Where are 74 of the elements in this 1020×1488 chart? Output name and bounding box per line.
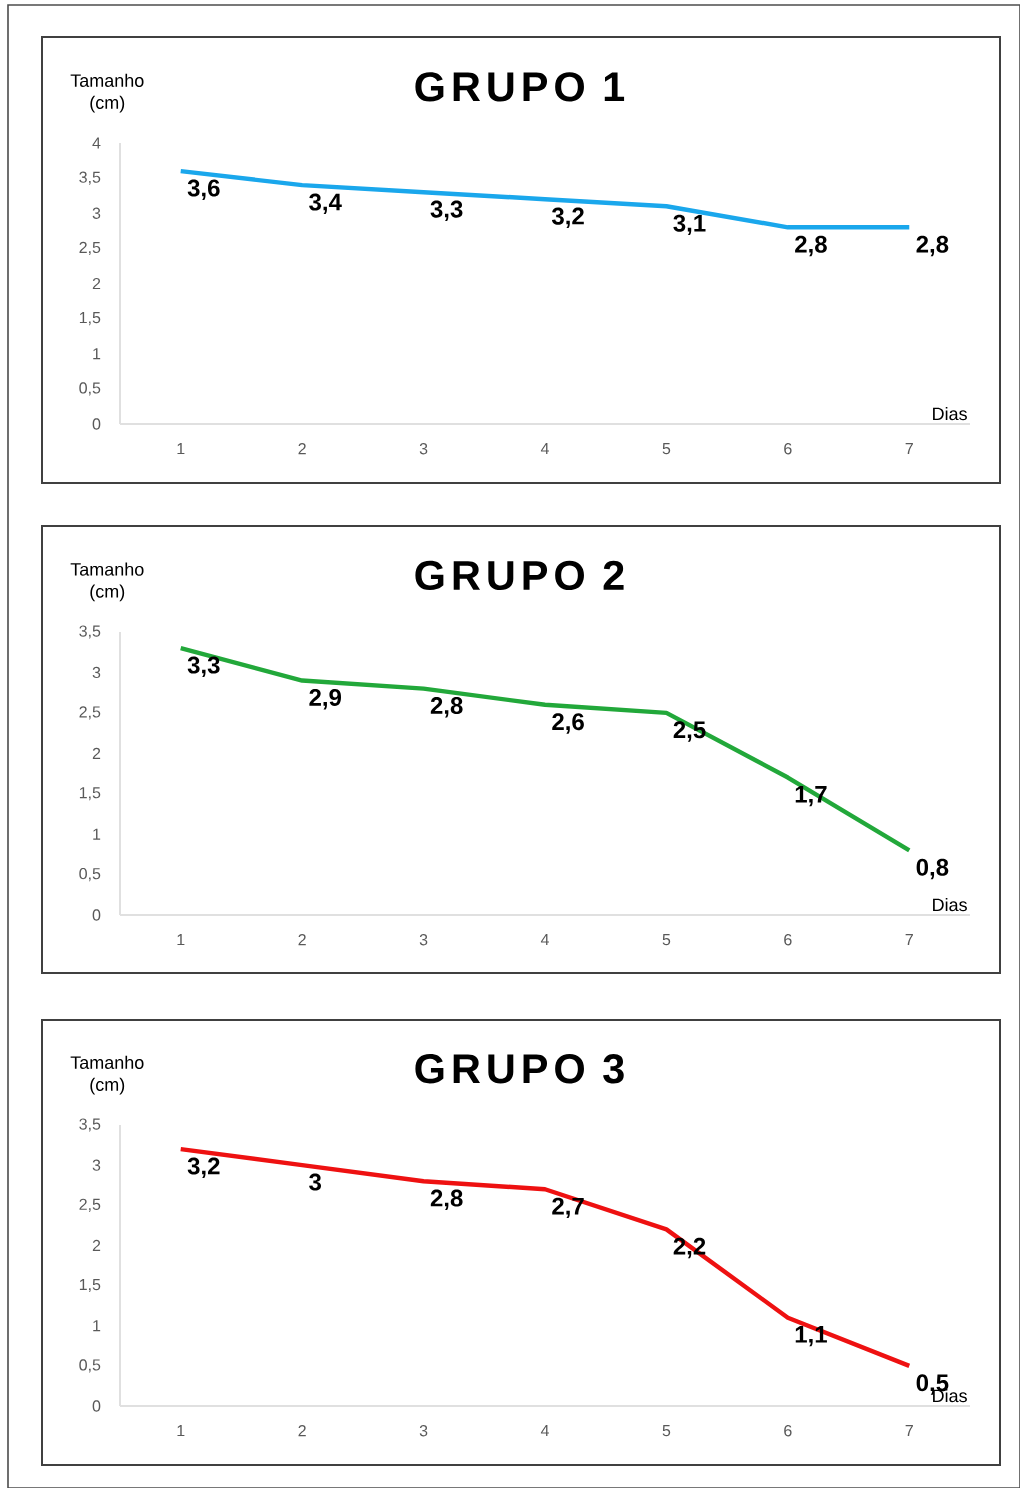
- data-label: 2,8: [430, 1189, 463, 1211]
- y-axis-title: Tamanho (cm): [70, 73, 144, 113]
- line-series: [178, 1146, 912, 1369]
- y-tick-label: 2,5: [79, 241, 101, 255]
- x-tick-label: 3: [419, 443, 428, 455]
- data-label: 2,8: [430, 697, 463, 718]
- x-tick-label: 6: [784, 443, 792, 455]
- x-tick-label: 5: [662, 443, 671, 455]
- x-tick-label: 2: [298, 934, 306, 946]
- chart-title: GRUPO 1: [415, 72, 625, 102]
- data-label: 2,6: [552, 713, 584, 734]
- y-tick-label: 0: [92, 909, 101, 921]
- data-label: 2,5: [673, 721, 706, 742]
- y-tick-label: 3,5: [79, 1118, 101, 1132]
- data-label: 3,1: [673, 214, 706, 236]
- x-tick-label: 1: [177, 934, 185, 946]
- y-axis-title: Tamanho (cm): [70, 562, 144, 602]
- data-label: 3,3: [187, 656, 220, 678]
- x-tick-label: 1: [177, 1425, 185, 1437]
- x-tick-label: 6: [784, 1425, 792, 1437]
- y-tick-label: 0,5: [79, 1359, 101, 1373]
- x-axis-title: Dias: [933, 897, 967, 912]
- x-axis-title: Dias: [933, 406, 967, 421]
- x-tick-label: 3: [419, 934, 428, 946]
- y-axis-title: Tamanho (cm): [70, 1055, 144, 1095]
- data-label: 2,9: [309, 688, 342, 710]
- y-tick-label: 2,5: [79, 1198, 101, 1212]
- data-label: 0,8: [916, 858, 949, 880]
- data-label: 3,2: [551, 207, 584, 229]
- data-label: 3,6: [187, 179, 220, 200]
- y-tick-label: 3: [92, 1159, 101, 1171]
- chart-title: GRUPO 3: [415, 1054, 624, 1084]
- y-tick-label: 3: [92, 207, 101, 219]
- y-tick-label: 2: [92, 747, 101, 759]
- y-tick-label: 2: [92, 1239, 101, 1252]
- y-tick-label: 1: [93, 348, 101, 360]
- x-tick-label: 2: [298, 1425, 306, 1437]
- x-tick-label: 4: [540, 443, 549, 455]
- data-label: 3,2: [187, 1157, 220, 1178]
- y-tick-label: 1,5: [79, 312, 101, 326]
- x-tick-label: 7: [905, 934, 913, 946]
- y-tick-label: 2,5: [79, 706, 101, 720]
- y-tick-label: 1,5: [79, 1279, 101, 1293]
- data-label: 3,4: [309, 193, 342, 215]
- y-tick-label: 0,5: [79, 867, 101, 882]
- x-tick-label: 7: [905, 1425, 913, 1437]
- data-label: 3,3: [430, 200, 463, 222]
- x-tick-label: 3: [419, 1425, 428, 1437]
- x-tick-label: 2: [298, 443, 306, 455]
- y-tick-label: 3,5: [79, 625, 101, 639]
- x-tick-label: 4: [540, 1425, 549, 1437]
- chart-title: GRUPO 2: [415, 560, 624, 591]
- y-tick-label: 3: [92, 666, 101, 679]
- y-tick-label: 3,5: [79, 171, 101, 185]
- y-tick-label: 1: [93, 1320, 101, 1332]
- data-label: 2,7: [552, 1197, 584, 1219]
- data-label: 1,1: [795, 1326, 827, 1347]
- x-tick-label: 6: [784, 934, 792, 946]
- x-tick-label: 7: [905, 443, 913, 455]
- x-tick-label: 1: [177, 443, 185, 455]
- y-tick-label: 2: [92, 277, 101, 290]
- y-tick-label: 4: [92, 137, 101, 149]
- y-tick-label: 1,5: [79, 787, 101, 801]
- y-tick-label: 1: [93, 828, 101, 840]
- x-tick-label: 5: [662, 1425, 671, 1437]
- line-series: [178, 645, 912, 853]
- data-label: 2,8: [795, 235, 827, 257]
- data-label: 3: [309, 1173, 322, 1191]
- data-label: 2,8: [916, 235, 949, 257]
- y-tick-label: 0: [92, 1400, 101, 1412]
- x-tick-label: 4: [540, 934, 549, 946]
- x-tick-label: 5: [662, 934, 671, 946]
- y-tick-label: 0,5: [79, 382, 101, 396]
- y-tick-label: 0: [92, 418, 101, 430]
